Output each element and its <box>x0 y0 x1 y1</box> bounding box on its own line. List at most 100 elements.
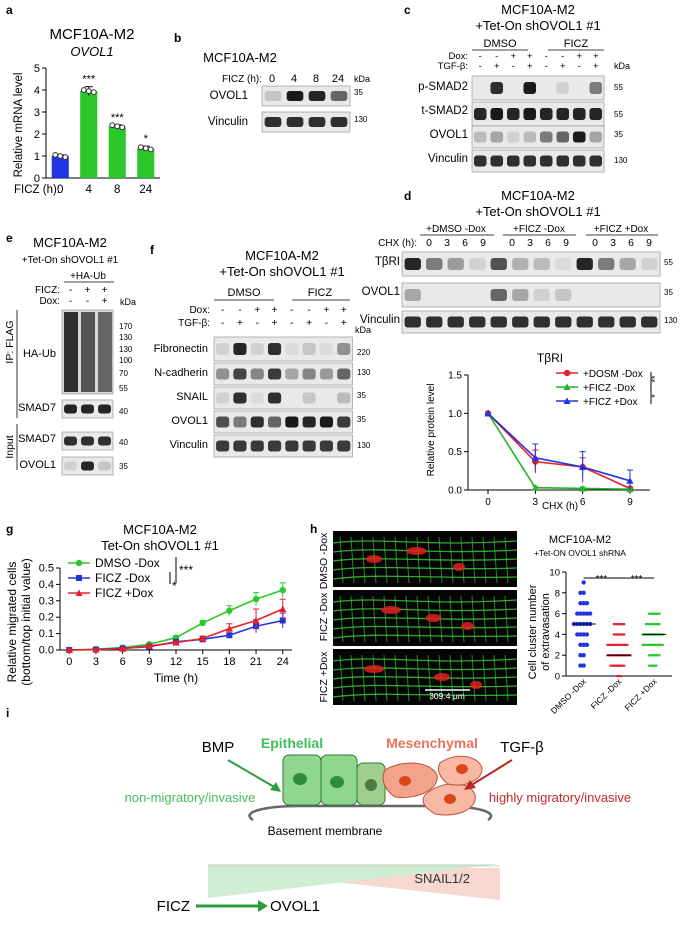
vessel <box>383 595 388 643</box>
panel-h-image-label: DMSO -Dox <box>318 532 330 589</box>
blot-smear <box>64 312 78 392</box>
sign-mark: - <box>512 61 515 72</box>
vessel <box>332 625 518 630</box>
y-tick-label: 1 <box>34 151 40 163</box>
vessel <box>493 654 498 702</box>
blot-band <box>98 404 111 414</box>
blot-band <box>598 316 615 328</box>
chx-time: 9 <box>646 237 652 249</box>
panel-e: MCF10A-M2 +Tet-On shOVOL1 #1 +HA-Ub FICZ… <box>4 235 136 476</box>
data-point <box>616 664 622 667</box>
panel-f: MCF10A-M2 +Tet-On shOVOL1 #1 DMSO FICZ D… <box>154 248 371 458</box>
vessel <box>339 654 344 702</box>
blot-band <box>473 108 487 120</box>
vessel <box>482 654 487 702</box>
tumor-cells <box>381 606 401 614</box>
legend-label: DMSO -Dox <box>95 556 160 570</box>
panel-e-kda: kDa <box>120 297 136 307</box>
vessel <box>332 566 518 571</box>
blot-strip <box>261 85 351 107</box>
blot-band <box>512 258 529 270</box>
panel-f-row-label: SNAIL <box>176 391 208 403</box>
blot-band <box>572 155 586 167</box>
tumor-cells <box>425 614 442 622</box>
data-point <box>584 601 590 606</box>
blot-band <box>469 316 486 328</box>
sign-mark: - <box>495 51 498 62</box>
data-point <box>654 612 661 615</box>
x-axis-label: CHX (h) <box>542 501 578 512</box>
blot-band <box>555 258 572 270</box>
sign-mark: + <box>306 318 312 329</box>
vessel <box>416 654 421 702</box>
blot-e <box>61 309 114 476</box>
vessel <box>493 536 498 584</box>
panel-c-row-label: Vinculin <box>428 153 468 165</box>
panel-f-dox-label: Dox: <box>189 305 210 316</box>
blot-band <box>490 155 504 167</box>
panel-d-row-label: Vinculin <box>360 314 400 326</box>
series-line <box>487 412 631 482</box>
data-point <box>648 654 655 657</box>
blot-strip <box>401 251 661 277</box>
nucleus <box>399 776 411 786</box>
panel-c-group: DMSO <box>484 38 517 50</box>
significance-label: *** <box>179 563 193 577</box>
y-tick-label: 6 <box>555 609 560 620</box>
blot-band <box>490 289 507 301</box>
panel-letter-b: b <box>174 31 181 45</box>
vessel <box>460 595 465 643</box>
data-point <box>578 663 583 668</box>
tumor-cells <box>366 555 382 563</box>
panel-e-row-label: SMAD7 <box>18 433 56 445</box>
blot-band <box>302 368 316 380</box>
panel-e-dox-label: Dox: <box>39 296 60 307</box>
tgf-arrowhead <box>464 780 476 790</box>
blot-band <box>589 82 603 94</box>
blot-strip <box>401 282 661 308</box>
data-point <box>648 643 655 646</box>
blot-band <box>533 289 550 301</box>
significance-label: *** <box>595 574 607 585</box>
blot-band <box>337 392 351 404</box>
data-point <box>626 477 634 484</box>
significance-label: ** <box>650 375 660 383</box>
bar <box>80 91 98 178</box>
blot-band <box>619 258 636 270</box>
blot-smear <box>98 312 112 392</box>
panel-e-ladder: 130 <box>119 345 133 354</box>
blot-band <box>250 416 264 428</box>
sign-mark: - <box>69 296 72 307</box>
non-migratory-label: non-migratory/invasive <box>125 790 256 805</box>
vessel <box>361 654 366 702</box>
sign-mark: - <box>578 61 581 72</box>
x-tick-label: 4 <box>86 184 93 196</box>
data-point <box>531 484 539 491</box>
x-tick-label: 0 <box>485 497 491 508</box>
data-point <box>147 146 154 153</box>
y-tick-label: 0.1 <box>39 628 54 640</box>
blot-d <box>401 251 661 334</box>
blot-band <box>512 289 529 301</box>
blot-strip <box>213 362 353 386</box>
blot-band <box>555 289 572 301</box>
blot-band <box>337 343 351 355</box>
data-point <box>581 580 586 585</box>
x-tick-label: 3 <box>93 656 99 668</box>
blot-band <box>81 436 94 446</box>
blot-band <box>250 368 264 380</box>
tumor-cells <box>406 547 427 555</box>
blot-band <box>490 82 504 94</box>
blot-band <box>216 368 230 380</box>
panel-letter-i: i <box>6 706 9 720</box>
panel-d-mw: 35 <box>664 288 673 297</box>
data-point <box>85 88 92 94</box>
panel-c-row-label: p-SMAD2 <box>418 81 468 93</box>
data-point <box>616 623 622 626</box>
blot-band <box>539 108 553 120</box>
data-point <box>651 643 658 646</box>
blot-band <box>64 436 77 446</box>
significance-label: * <box>172 579 177 593</box>
data-point <box>654 623 661 626</box>
